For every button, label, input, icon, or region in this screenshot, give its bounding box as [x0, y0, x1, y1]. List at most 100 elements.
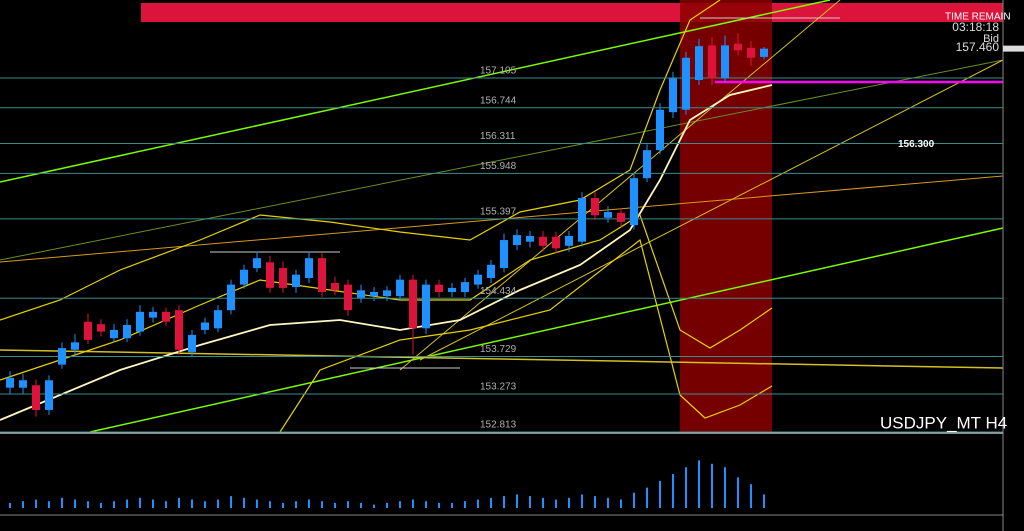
- candle-body: [552, 236, 560, 249]
- histogram-bar: [178, 497, 180, 508]
- histogram-bar: [490, 497, 492, 508]
- supply-zone: [141, 3, 1003, 22]
- histogram-bar: [555, 499, 557, 508]
- level-label: 154.434: [480, 286, 517, 297]
- candle-body: [513, 235, 521, 245]
- histogram-bar: [451, 502, 453, 508]
- histogram-bar: [477, 499, 479, 508]
- candle-body: [617, 212, 625, 222]
- histogram-bar: [74, 499, 76, 508]
- candle-body: [682, 57, 690, 110]
- candle-body: [435, 284, 443, 293]
- histogram-bar: [152, 499, 154, 508]
- candle-body: [643, 150, 651, 179]
- time-label: TIME REMAIN: [945, 12, 1011, 23]
- histogram-bar: [672, 474, 674, 508]
- level-label: 156.311: [480, 131, 516, 142]
- candle-body: [539, 236, 547, 246]
- candle-body: [487, 264, 495, 278]
- histogram-bar: [529, 496, 531, 508]
- histogram-bar: [373, 504, 375, 508]
- histogram-bar: [399, 501, 401, 508]
- candle-body: [396, 279, 404, 297]
- histogram-bar: [542, 497, 544, 508]
- level-label: 157.105: [480, 66, 517, 77]
- histogram-bar: [568, 497, 570, 508]
- histogram-bar: [48, 501, 50, 508]
- trendline: [0, 0, 831, 183]
- bid-price: 157.460: [956, 40, 1000, 54]
- level-label: 153.273: [480, 382, 517, 393]
- level-label: 155.397: [480, 206, 517, 217]
- histogram-bar: [633, 492, 635, 508]
- histogram-bar: [763, 494, 765, 508]
- candle-body: [695, 46, 703, 81]
- bid-title: Bid: [983, 33, 999, 45]
- candle-body: [669, 78, 677, 113]
- histogram-bar: [750, 484, 752, 508]
- candle-body: [188, 334, 196, 353]
- histogram-bar: [256, 499, 258, 508]
- candle-body: [422, 284, 430, 329]
- candle-body: [656, 109, 664, 151]
- level-label: 156.744: [480, 95, 517, 106]
- candle-body: [370, 292, 378, 297]
- candle-body: [253, 258, 261, 269]
- candle-body: [318, 258, 326, 293]
- candle-body: [383, 290, 391, 297]
- histogram-bar: [321, 501, 323, 508]
- lower-band-2: [279, 238, 773, 433]
- histogram-bar: [269, 501, 271, 508]
- histogram-bar: [659, 480, 661, 508]
- levels: 157.105 156.744 156.311 155.948 155.397 154.4…: [0, 45, 1024, 433]
- candle-body: [461, 282, 469, 293]
- candle-body: [19, 380, 27, 388]
- time-remaining: 03:18:18: [952, 20, 999, 34]
- symbol: USDJPY_MT H4: [880, 413, 1007, 432]
- trendline: [0, 349, 1004, 369]
- candle-body: [266, 262, 274, 288]
- candle-body: [630, 178, 638, 226]
- histogram-bar: [35, 499, 37, 508]
- candle-body: [201, 322, 209, 330]
- candle-body: [136, 311, 144, 332]
- candle-body: [84, 321, 92, 340]
- candle-body: [409, 279, 417, 329]
- histogram-bar: [594, 496, 596, 508]
- histogram-bar: [464, 501, 466, 508]
- candle-body: [357, 290, 365, 298]
- candle-body: [45, 380, 53, 410]
- level-label: 152.813: [480, 420, 517, 431]
- candle-body: [162, 311, 170, 322]
- histogram-bar: [100, 502, 102, 508]
- trendline: [399, 0, 841, 371]
- candle-body: [526, 235, 534, 242]
- candle-body: [32, 385, 40, 410]
- candle-body: [279, 268, 287, 288]
- candle-body: [214, 310, 222, 329]
- histogram-bar: [646, 487, 648, 508]
- candle-body: [747, 47, 755, 58]
- histogram-bar: [243, 497, 245, 508]
- candle-body: [6, 377, 14, 388]
- histogram-bar: [308, 499, 310, 508]
- candle-body: [71, 342, 79, 350]
- histogram-bar: [698, 460, 700, 508]
- histogram-bar: [61, 497, 63, 508]
- trendline: [0, 59, 1004, 261]
- candle-body: [305, 258, 313, 278]
- histogram-bar: [204, 501, 206, 508]
- histogram-bar: [295, 501, 297, 508]
- overlays: [0, 0, 1004, 433]
- histogram-bar: [607, 497, 609, 508]
- candle-body: [721, 45, 729, 79]
- lower-band: [0, 214, 773, 381]
- histogram-bar: [711, 463, 713, 508]
- histogram-bar: [503, 496, 505, 508]
- level-label: 155.948: [480, 161, 517, 172]
- moving-average: [0, 84, 773, 421]
- histogram-bar: [724, 467, 726, 508]
- trendline: [419, 59, 1004, 361]
